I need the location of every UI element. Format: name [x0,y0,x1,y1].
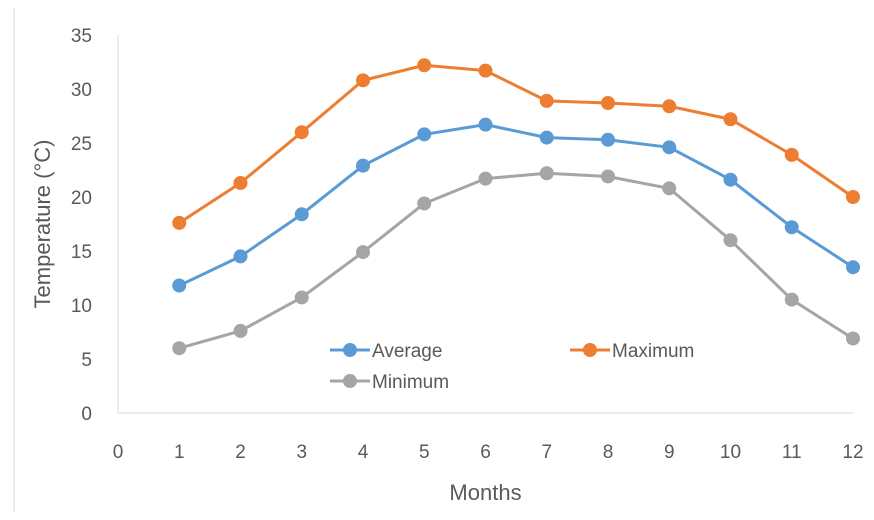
x-tick-label: 6 [480,442,491,463]
x-tick-label: 2 [235,442,246,463]
data-point-minimum [723,233,738,248]
data-point-maximum [478,63,493,78]
data-point-average [478,117,493,132]
data-point-average [662,140,677,155]
y-tick-label: 0 [81,404,92,425]
data-point-minimum [417,196,432,211]
x-tick-label: 11 [782,442,802,463]
data-point-average [723,172,738,187]
series-line-average [178,123,854,287]
legend-label-average: Average [372,341,442,362]
x-tick-label: 3 [296,442,307,463]
data-point-average [784,220,799,235]
data-point-minimum [662,181,677,196]
x-tick-label: 7 [541,442,552,463]
legend-item-average: Average [330,341,442,362]
data-point-maximum [723,112,738,127]
data-point-average [846,260,860,275]
data-point-minimum [846,331,860,346]
data-point-maximum [417,58,432,73]
series-average [172,117,860,293]
legend-item-maximum: Maximum [570,341,694,362]
series-line-minimum [178,171,854,350]
y-tick-label: 35 [71,26,92,47]
data-point-minimum [784,292,799,307]
legend-marker-minimum [343,374,357,388]
y-tick-labels: 0 5 10 15 20 25 30 35 [71,26,92,425]
y-tick-label: 25 [71,134,92,155]
legend: Average Maximum Minimum [330,341,694,393]
series-maximum [172,58,860,230]
y-tick-label: 30 [71,80,92,101]
data-point-maximum [294,125,309,140]
data-point-maximum [356,73,370,88]
x-tick-label: 5 [419,442,430,463]
data-point-maximum [233,175,248,190]
x-tick-label: 10 [720,442,741,463]
x-tick-labels: 0 1 2 3 4 5 6 7 8 9 10 11 12 [113,442,864,463]
x-axis-title: Months [449,480,521,505]
data-point-maximum [601,96,615,111]
y-tick-label: 20 [71,188,92,209]
data-point-average [601,132,615,147]
x-tick-label: 12 [842,442,863,463]
legend-item-minimum: Minimum [330,372,449,393]
x-tick-label: 0 [113,442,124,463]
series-layer [172,58,860,356]
data-point-minimum [601,169,615,184]
data-point-minimum [539,166,554,181]
x-tick-label: 8 [603,442,614,463]
data-point-minimum [478,171,493,186]
legend-marker-average [343,343,357,357]
data-point-maximum [784,147,799,162]
data-point-average [356,158,370,173]
y-tick-label: 15 [71,242,92,263]
data-point-maximum [539,93,554,108]
data-point-average [417,127,432,142]
x-tick-label: 9 [664,442,675,463]
data-point-average [294,207,309,222]
data-point-average [172,278,187,293]
data-point-minimum [294,290,309,305]
x-tick-label: 1 [174,442,185,463]
data-point-minimum [356,245,370,260]
data-point-maximum [662,99,677,114]
legend-label-maximum: Maximum [612,341,694,362]
data-point-minimum [172,341,187,356]
y-axis-title: Temperature (°C) [30,140,55,309]
series-minimum [172,166,860,356]
data-point-average [233,249,248,264]
legend-label-minimum: Minimum [372,372,449,393]
y-tick-label: 5 [81,350,92,371]
data-point-average [539,130,554,145]
data-point-minimum [233,323,248,338]
series-line-maximum [178,63,854,225]
data-point-maximum [846,190,860,204]
y-tick-label: 10 [71,296,92,317]
legend-marker-maximum [583,343,597,357]
x-tick-label: 4 [358,442,369,463]
data-point-maximum [172,215,187,230]
